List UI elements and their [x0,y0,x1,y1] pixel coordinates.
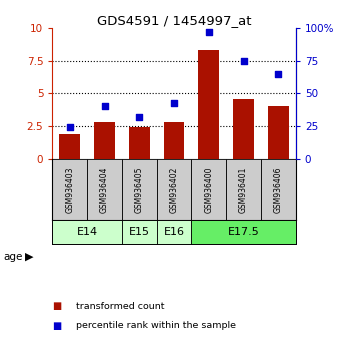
Bar [87,159,122,220]
Point [171,100,177,105]
Text: ■: ■ [52,301,62,311]
Bar [198,51,219,159]
Bar [164,122,185,159]
Point [102,104,107,109]
Title: GDS4591 / 1454997_at: GDS4591 / 1454997_at [97,14,251,27]
Text: GSM936401: GSM936401 [239,166,248,213]
Bar [94,122,115,159]
Bar [122,159,157,220]
Bar [52,159,87,220]
Point [206,29,212,35]
Text: GSM936404: GSM936404 [100,166,109,213]
Bar [52,220,122,244]
Bar [59,134,80,159]
Text: E16: E16 [164,227,185,237]
Point [67,125,72,130]
Bar [268,107,289,159]
Bar [157,220,191,244]
Bar [233,99,254,159]
Bar [122,220,157,244]
Point [137,114,142,120]
Text: GSM936400: GSM936400 [204,166,213,213]
Text: ■: ■ [52,321,62,331]
Text: E14: E14 [77,227,98,237]
Point [276,71,281,77]
Bar [191,159,226,220]
Text: ▶: ▶ [25,252,34,262]
Text: age: age [3,252,23,262]
Bar [261,159,296,220]
Text: percentile rank within the sample: percentile rank within the sample [76,321,236,330]
Bar [191,220,296,244]
Text: E17.5: E17.5 [228,227,260,237]
Text: GSM936402: GSM936402 [170,166,178,213]
Point [241,58,246,64]
Bar [226,159,261,220]
Text: GSM936403: GSM936403 [65,166,74,213]
Text: GSM936405: GSM936405 [135,166,144,213]
Text: transformed count: transformed count [76,302,165,311]
Bar [157,159,191,220]
Bar [129,127,150,159]
Text: GSM936406: GSM936406 [274,166,283,213]
Text: E15: E15 [129,227,150,237]
